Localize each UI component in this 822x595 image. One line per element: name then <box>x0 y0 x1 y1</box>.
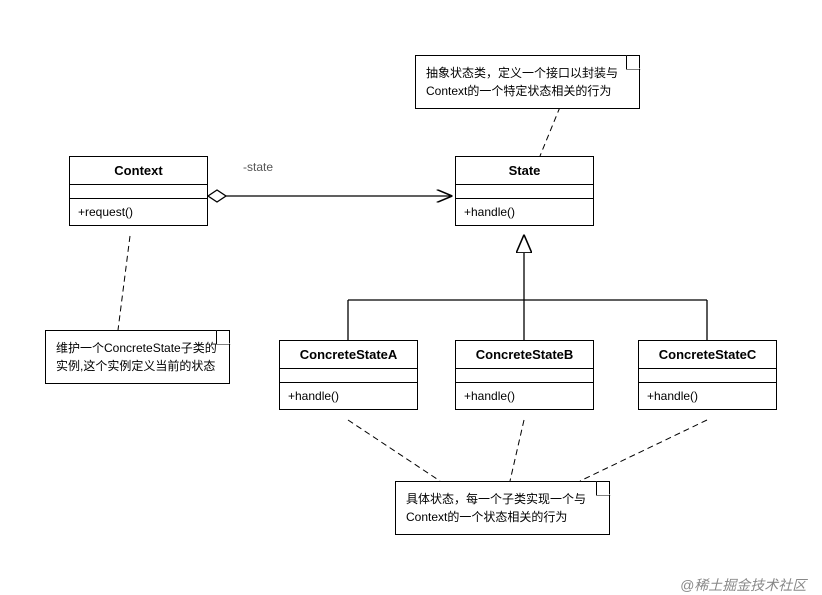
class-name: State <box>456 157 593 185</box>
anchor-state-note <box>540 107 560 156</box>
edge-label-state: -state <box>243 160 273 174</box>
note-text: 抽象状态类，定义一个接口以封装与Context的一个特定状态相关的行为 <box>426 66 618 98</box>
class-attrs <box>280 369 417 383</box>
note-text: 具体状态，每一个子类实现一个与Context的一个状态相关的行为 <box>406 492 586 524</box>
class-name: ConcreteStateA <box>280 341 417 369</box>
class-operation: +handle() <box>639 383 776 409</box>
class-operation: +handle() <box>456 199 593 225</box>
anchor-csb-note <box>510 420 524 481</box>
watermark-text: @稀土掘金技术社区 <box>680 575 806 595</box>
note-state: 抽象状态类，定义一个接口以封装与Context的一个特定状态相关的行为 <box>415 55 640 109</box>
anchor-context-note <box>118 236 130 330</box>
class-attrs <box>70 185 207 199</box>
anchor-csc-note <box>580 420 707 481</box>
edge-inheritance <box>348 236 707 340</box>
class-name: ConcreteStateC <box>639 341 776 369</box>
class-concrete-state-a: ConcreteStateA +handle() <box>279 340 418 410</box>
class-name: ConcreteStateB <box>456 341 593 369</box>
class-attrs <box>456 185 593 199</box>
class-operation: +handle() <box>280 383 417 409</box>
note-text: 维护一个ConcreteState子类的实例,这个实例定义当前的状态 <box>56 341 217 373</box>
anchor-csa-note <box>348 420 440 481</box>
note-concrete: 具体状态，每一个子类实现一个与Context的一个状态相关的行为 <box>395 481 610 535</box>
class-state: State +handle() <box>455 156 594 226</box>
edge-context-state <box>208 190 451 202</box>
class-operation: +handle() <box>456 383 593 409</box>
class-attrs <box>639 369 776 383</box>
class-attrs <box>456 369 593 383</box>
class-name: Context <box>70 157 207 185</box>
class-operation: +request() <box>70 199 207 225</box>
note-context: 维护一个ConcreteState子类的实例,这个实例定义当前的状态 <box>45 330 230 384</box>
class-concrete-state-b: ConcreteStateB +handle() <box>455 340 594 410</box>
class-concrete-state-c: ConcreteStateC +handle() <box>638 340 777 410</box>
class-context: Context +request() <box>69 156 208 226</box>
